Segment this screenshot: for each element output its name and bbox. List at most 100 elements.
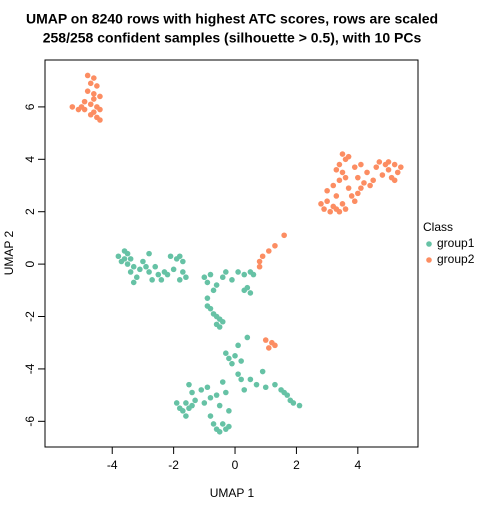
chart-title: UMAP on 8240 rows with highest ATC score… [26, 11, 438, 27]
legend-label: group2 [437, 252, 475, 266]
legend-label: group1 [437, 236, 475, 250]
point [367, 182, 373, 189]
point [81, 98, 88, 105]
point [336, 208, 343, 215]
point [247, 290, 254, 296]
point [180, 408, 186, 414]
y-tick-label: -6 [23, 416, 37, 427]
point [229, 360, 235, 367]
point [87, 111, 94, 118]
point [229, 277, 235, 283]
point [330, 182, 337, 189]
point [115, 253, 122, 260]
point [342, 206, 349, 212]
point [244, 334, 251, 341]
point [235, 342, 241, 349]
point [97, 117, 103, 123]
y-tick-label: -2 [23, 311, 37, 322]
point [130, 263, 137, 270]
point [241, 387, 248, 393]
point [216, 429, 223, 435]
y-tick-label: 0 [23, 260, 37, 267]
point [124, 261, 131, 267]
point [250, 271, 257, 278]
point [281, 232, 287, 239]
point [176, 253, 183, 260]
x-tick-label: -4 [107, 458, 118, 472]
point [180, 269, 186, 275]
point [143, 263, 149, 270]
point [219, 421, 226, 427]
point [247, 376, 254, 383]
point [91, 96, 97, 102]
point [238, 358, 244, 364]
point [219, 379, 226, 385]
point [226, 355, 232, 362]
point [207, 394, 214, 401]
point [207, 413, 214, 419]
point [321, 206, 327, 212]
point [192, 397, 198, 404]
point [226, 423, 232, 430]
point [183, 274, 189, 281]
legend-title: Class [423, 220, 453, 234]
point [361, 180, 367, 186]
x-tick-label: -2 [168, 458, 179, 472]
x-tick-label: 4 [354, 458, 361, 472]
point [241, 271, 248, 278]
point [183, 400, 189, 406]
point [78, 104, 85, 110]
y-tick-label: 4 [23, 156, 37, 163]
point [333, 166, 340, 173]
point [241, 287, 248, 294]
point [379, 172, 386, 178]
point [391, 161, 398, 168]
y-tick-label: -4 [23, 363, 37, 374]
point [296, 402, 303, 409]
point [207, 305, 214, 312]
point [235, 371, 241, 377]
point [213, 282, 220, 288]
point [173, 400, 180, 406]
point [87, 101, 94, 108]
point [210, 287, 217, 294]
y-axis-label: UMAP 2 [2, 230, 16, 275]
point [235, 269, 241, 275]
point [223, 350, 229, 356]
point [262, 337, 269, 343]
point [370, 177, 376, 184]
point [204, 384, 211, 391]
point [318, 201, 324, 207]
point [226, 408, 232, 414]
point [216, 324, 223, 330]
point [133, 274, 140, 281]
point [149, 277, 155, 283]
point [358, 161, 364, 168]
x-tick-label: 2 [293, 458, 300, 472]
point [176, 277, 183, 283]
point [391, 177, 398, 184]
point [256, 258, 263, 265]
point [216, 402, 223, 409]
point [342, 174, 349, 181]
point [189, 389, 195, 396]
point [127, 256, 134, 262]
point [207, 271, 214, 278]
point [398, 164, 404, 170]
point [358, 185, 364, 191]
point [219, 318, 226, 325]
point [339, 201, 346, 207]
point [385, 166, 392, 173]
point [137, 266, 143, 273]
point [364, 169, 370, 176]
point [198, 387, 205, 393]
point [201, 400, 208, 406]
y-tick-label: 2 [23, 208, 37, 215]
point [84, 72, 91, 79]
point [259, 368, 266, 375]
point [204, 295, 211, 301]
point [186, 381, 192, 388]
chart-subtitle: 258/258 confident samples (silhouette > … [43, 30, 422, 46]
point [97, 106, 103, 113]
point [146, 269, 152, 275]
